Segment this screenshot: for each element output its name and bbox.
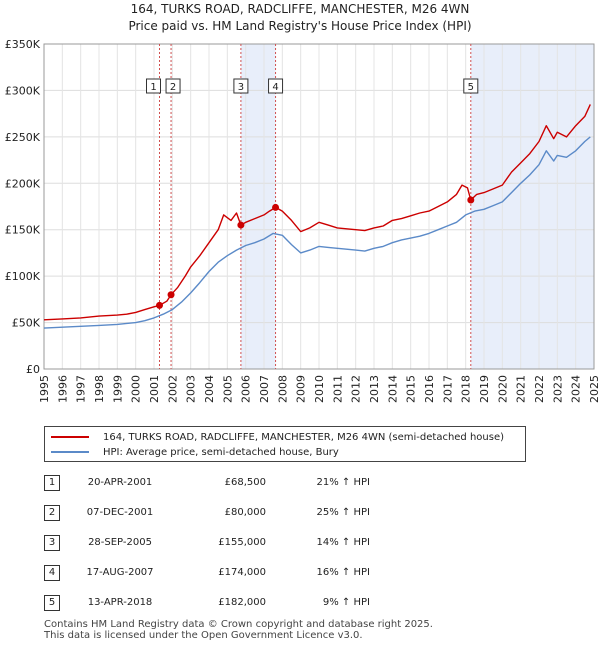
x-tick-label: 1999 (111, 375, 124, 403)
table-row: 5 13-APR-2018 £182,000 9% ↑ HPI (0, 595, 600, 613)
sale-point (467, 196, 475, 204)
x-tick-label: 2004 (203, 375, 216, 403)
x-tick-label: 2023 (551, 375, 564, 403)
sale-price: £182,000 (218, 597, 266, 608)
legend-item-property: 164, TURKS ROAD, RADCLIFFE, MANCHESTER, … (51, 430, 504, 444)
x-tick-label: 2022 (533, 375, 546, 403)
x-tick-label: 2021 (515, 375, 528, 403)
x-tick-label: 2019 (478, 375, 491, 403)
x-tick-label: 2017 (441, 375, 454, 403)
sale-point (272, 203, 280, 211)
sale-number-badge: 1 (44, 475, 60, 491)
table-row: 4 17-AUG-2007 £174,000 16% ↑ HPI (0, 565, 600, 583)
sale-label-number: 4 (272, 82, 278, 93)
y-tick-label: £150K (5, 224, 41, 237)
sale-hpi-diff: 16% ↑ HPI (316, 567, 370, 578)
sale-point (167, 291, 175, 299)
x-tick-label: 2016 (423, 375, 436, 403)
x-tick-label: 2025 (588, 375, 600, 403)
plot-border (43, 43, 595, 370)
sale-price: £174,000 (218, 567, 266, 578)
x-tick-label: 2010 (313, 375, 326, 403)
sale-number-badge: 2 (44, 505, 60, 521)
sale-label-number: 1 (150, 82, 156, 93)
sale-date: 17-AUG-2007 (86, 567, 154, 578)
sale-label-box (268, 78, 284, 94)
x-tick-label: 1995 (38, 375, 51, 403)
legend: 164, TURKS ROAD, RADCLIFFE, MANCHESTER, … (44, 426, 526, 462)
x-tick-label: 2013 (368, 375, 381, 403)
legend-swatch-hpi (51, 451, 89, 453)
series-line-hpi (43, 136, 591, 329)
x-tick-label: 2020 (496, 375, 509, 403)
sale-point (237, 221, 245, 229)
sale-hpi-diff: 21% ↑ HPI (316, 477, 370, 488)
x-tick-label: 2002 (166, 375, 179, 403)
x-tick-label: 2011 (331, 375, 344, 403)
legend-item-hpi: HPI: Average price, semi-detached house,… (51, 445, 339, 459)
footer-license: This data is licensed under the Open Gov… (44, 630, 363, 641)
x-tick-label: 1996 (56, 375, 69, 403)
chart-subtitle: Price paid vs. HM Land Registry's House … (128, 19, 472, 33)
sale-price: £68,500 (224, 477, 266, 488)
sale-date: 28-SEP-2005 (88, 537, 152, 548)
sale-label-number: 5 (468, 82, 474, 93)
table-row: 3 28-SEP-2005 £155,000 14% ↑ HPI (0, 535, 600, 553)
y-tick-label: £250K (5, 131, 41, 144)
sale-price: £80,000 (224, 507, 266, 518)
x-tick-label: 1998 (93, 375, 106, 403)
y-tick-label: £200K (5, 177, 41, 190)
x-tick-label: 2014 (386, 375, 399, 403)
x-tick-label: 2001 (148, 375, 161, 403)
sale-label-number: 3 (238, 82, 244, 93)
sale-date: 20-APR-2001 (87, 477, 153, 488)
y-tick-label: £100K (5, 270, 41, 283)
x-tick-label: 2005 (221, 375, 234, 403)
table-row: 2 07-DEC-2001 £80,000 25% ↑ HPI (0, 505, 600, 523)
sale-label-box (463, 78, 479, 94)
sale-hpi-diff: 9% ↑ HPI (322, 597, 370, 608)
price-chart: £0 £50K £100K £150K £200K £250K £300K £350K 1995… (5, 38, 600, 403)
x-tick-label: 2009 (295, 375, 308, 403)
x-tick-label: 2012 (350, 375, 363, 403)
y-tick-label: £0 (26, 363, 40, 376)
sale-number-badge: 4 (44, 565, 60, 581)
sale-date: 13-APR-2018 (87, 597, 153, 608)
sale-label-number: 2 (170, 82, 176, 93)
sale-number-badge: 3 (44, 535, 60, 551)
y-tick-label: £50K (12, 317, 41, 330)
sale-hpi-diff: 14% ↑ HPI (316, 537, 370, 548)
x-tick-label: 2000 (130, 375, 143, 403)
x-tick-label: 2007 (258, 375, 271, 403)
sale-number-badge: 5 (44, 595, 60, 611)
sale-price: £155,000 (218, 537, 266, 548)
legend-label-property: 164, TURKS ROAD, RADCLIFFE, MANCHESTER, … (103, 431, 505, 443)
sale-label-box (233, 78, 249, 94)
y-tick-label: £350K (5, 38, 41, 51)
sale-date: 07-DEC-2001 (86, 507, 154, 518)
sale-label-box (146, 78, 161, 94)
x-tick-label: 2003 (185, 375, 198, 403)
legend-swatch-property (51, 436, 89, 438)
table-row: 1 20-APR-2001 £68,500 21% ↑ HPI (0, 475, 600, 493)
shaded-band (240, 44, 276, 369)
chart-title: 164, TURKS ROAD, RADCLIFFE, MANCHESTER, … (130, 2, 470, 16)
x-tick-label: 2006 (240, 375, 253, 403)
x-tick-label: 2024 (570, 375, 583, 403)
x-tick-label: 2008 (276, 375, 289, 403)
sale-hpi-diff: 25% ↑ HPI (316, 507, 370, 518)
x-tick-label: 1997 (75, 375, 88, 403)
footer-copyright: Contains HM Land Registry data © Crown c… (44, 619, 433, 630)
x-tick-label: 2015 (405, 375, 418, 403)
y-tick-label: £300K (5, 84, 41, 97)
sale-label-box (165, 78, 181, 94)
sale-point (156, 301, 163, 309)
legend-label-hpi: HPI: Average price, semi-detached house,… (103, 446, 339, 458)
x-tick-label: 2018 (460, 375, 473, 403)
